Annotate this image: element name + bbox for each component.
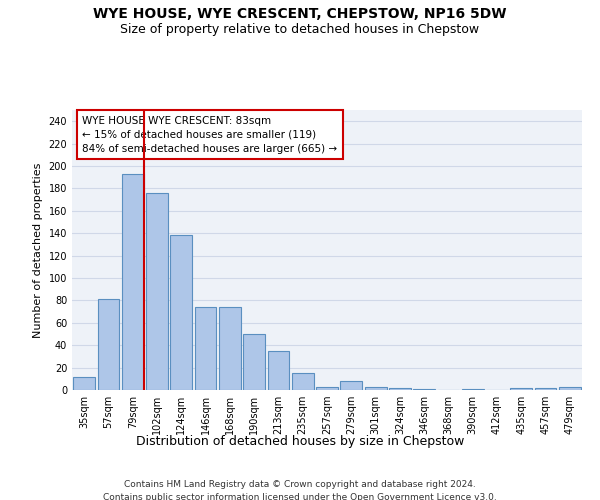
Bar — [73, 376, 95, 390]
Bar — [292, 373, 314, 390]
Bar — [389, 388, 411, 390]
Bar — [146, 193, 168, 390]
Bar — [559, 386, 581, 390]
Bar — [535, 388, 556, 390]
Text: WYE HOUSE WYE CRESCENT: 83sqm
← 15% of detached houses are smaller (119)
84% of : WYE HOUSE WYE CRESCENT: 83sqm ← 15% of d… — [82, 116, 337, 154]
Bar — [268, 351, 289, 390]
Bar — [462, 389, 484, 390]
Text: Contains HM Land Registry data © Crown copyright and database right 2024.
Contai: Contains HM Land Registry data © Crown c… — [103, 480, 497, 500]
Bar — [316, 386, 338, 390]
Bar — [365, 386, 386, 390]
Bar — [243, 334, 265, 390]
Bar — [194, 307, 217, 390]
Bar — [97, 300, 119, 390]
Text: Distribution of detached houses by size in Chepstow: Distribution of detached houses by size … — [136, 435, 464, 448]
Bar — [170, 236, 192, 390]
Y-axis label: Number of detached properties: Number of detached properties — [33, 162, 43, 338]
Bar — [340, 381, 362, 390]
Bar — [219, 307, 241, 390]
Text: WYE HOUSE, WYE CRESCENT, CHEPSTOW, NP16 5DW: WYE HOUSE, WYE CRESCENT, CHEPSTOW, NP16 … — [93, 8, 507, 22]
Bar — [122, 174, 143, 390]
Bar — [413, 389, 435, 390]
Text: Size of property relative to detached houses in Chepstow: Size of property relative to detached ho… — [121, 22, 479, 36]
Bar — [511, 388, 532, 390]
